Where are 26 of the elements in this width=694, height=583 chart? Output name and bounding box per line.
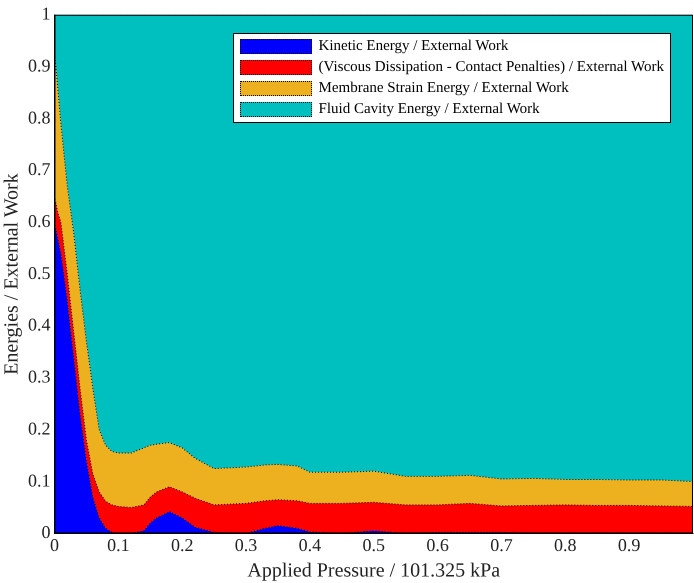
x-tick-label: 0.5 — [362, 534, 385, 555]
y-tick-label: 0.5 — [28, 262, 50, 283]
legend-label: Membrane Strain Energy / External Work — [318, 78, 569, 98]
y-tick-label: 1 — [42, 4, 50, 24]
y-tick-label: 0.9 — [28, 55, 50, 76]
y-tick-label: 0.4 — [28, 314, 50, 335]
x-axis-title: Applied Pressure / 101.325 kPa — [247, 559, 500, 582]
x-tick-label: 0.9 — [618, 534, 640, 555]
x-tick-label: 0.4 — [298, 534, 322, 555]
y-tick-label: 0.3 — [28, 366, 50, 387]
x-tick-label: 0.6 — [426, 534, 449, 555]
legend-label: (Viscous Dissipation - Contact Penalties) / External Work — [318, 58, 664, 77]
x-tick-label: 0.1 — [107, 534, 130, 555]
y-tick-label: 0.2 — [28, 418, 50, 438]
y-tick-label: 0.8 — [28, 107, 50, 128]
y-tick-label: 0 — [42, 522, 50, 542]
y-tick-label: 0.1 — [28, 470, 50, 490]
legend-label: Fluid Cavity Energy / External Work — [318, 100, 540, 119]
x-tick-label: 0.8 — [554, 534, 577, 555]
y-tick-label: 0.7 — [28, 159, 50, 180]
y-axis-title: Energies / External Work — [0, 173, 22, 375]
x-tick-label: 0.7 — [490, 534, 513, 555]
x-tick-label: 0.3 — [234, 534, 258, 555]
legend-label: Kinetic Energy / External Work — [318, 36, 508, 56]
x-tick-label: 0.2 — [170, 534, 194, 555]
y-tick-label: 0.6 — [28, 210, 50, 231]
